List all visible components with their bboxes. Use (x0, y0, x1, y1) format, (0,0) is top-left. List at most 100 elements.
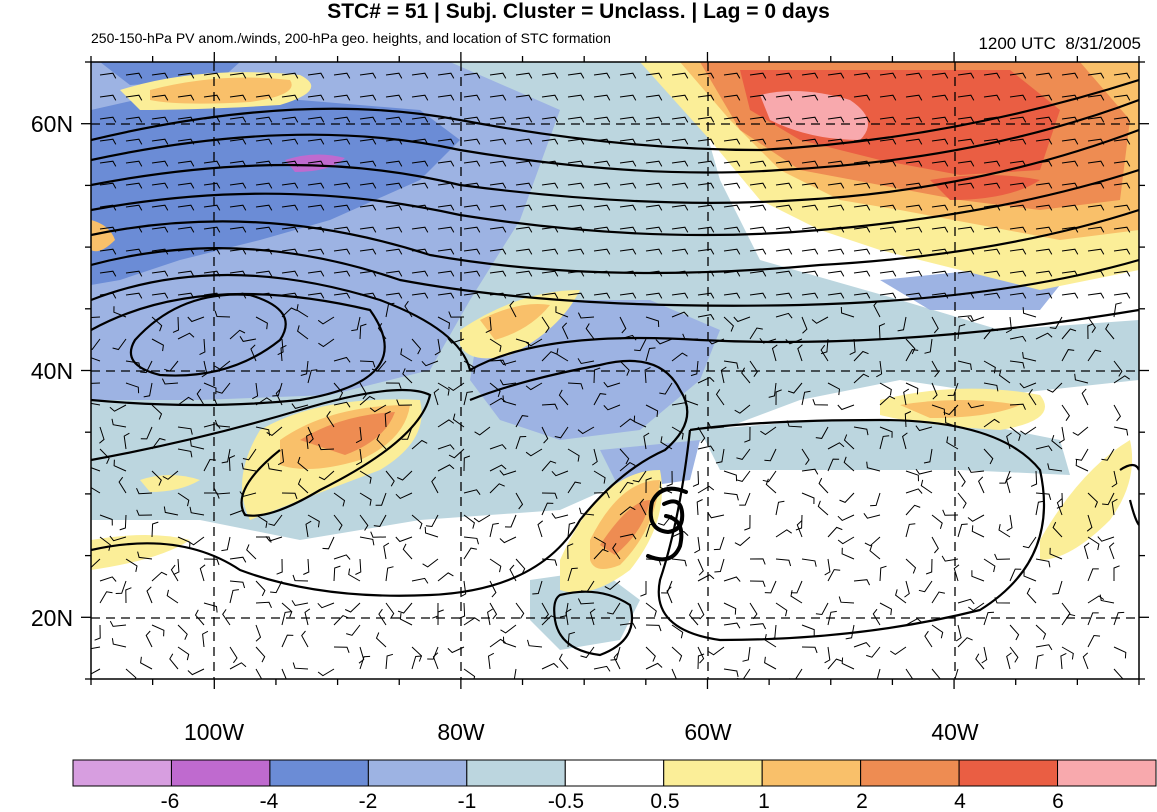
wind-barb (1009, 426, 1021, 441)
wind-barb (1023, 570, 1037, 582)
wind-barb (151, 338, 164, 352)
wind-barb (905, 226, 923, 233)
wind-barb (463, 547, 477, 560)
wind-barb (613, 652, 621, 670)
wind-barb (671, 624, 684, 639)
wind-barb (541, 403, 558, 410)
wind-barb (824, 558, 831, 576)
wind-barb (879, 565, 887, 582)
wind-barb (1009, 360, 1025, 369)
wind-barb (375, 492, 387, 506)
wind-barb (931, 204, 949, 211)
wind-barb (499, 470, 517, 476)
colorbar-swatch (958, 759, 1059, 787)
wind-barb (202, 630, 209, 648)
wind-barb (666, 470, 673, 487)
wind-barb (801, 390, 811, 406)
wind-barb (541, 316, 550, 334)
colorbar-swatch (564, 759, 665, 787)
wind-barb (593, 492, 610, 499)
wind-barb (333, 270, 351, 277)
wind-barb (109, 620, 127, 627)
wind-barb (671, 646, 683, 662)
wind-barb (125, 587, 132, 604)
wind-barb (351, 316, 361, 332)
wind-barb (151, 624, 165, 637)
wind-barb (744, 426, 751, 443)
wind-barb (515, 72, 533, 79)
wind-barb (931, 404, 946, 416)
wind-barb (872, 608, 881, 626)
wind-barb (541, 492, 558, 499)
wind-barb (348, 568, 361, 582)
wind-barb (499, 536, 517, 544)
geopotential-height-contours (91, 78, 1139, 657)
wind-barb (125, 204, 143, 211)
wind-barb (305, 520, 312, 538)
wind-barb (671, 311, 689, 318)
wind-barb (333, 204, 351, 211)
wind-barb (967, 402, 985, 409)
wind-barb (815, 602, 829, 616)
wind-barb (983, 72, 1001, 79)
colorbar-swatch (72, 759, 172, 787)
wind-barb (879, 270, 897, 277)
wind-barb (281, 602, 293, 618)
wind-barb (297, 456, 309, 472)
wind-barb (619, 506, 636, 516)
wind-barb (99, 248, 117, 255)
wind-barb (359, 72, 377, 79)
wind-barb (744, 514, 751, 531)
wind-barb (515, 226, 533, 233)
wind-barb (739, 492, 751, 506)
wind-barb (827, 270, 845, 277)
wind-barb (904, 411, 912, 428)
wind-barb (801, 116, 819, 123)
wind-barb (870, 492, 881, 507)
wind-barb (775, 389, 782, 406)
wind-barb (125, 668, 137, 679)
wind-barb (485, 316, 492, 334)
wind-barb (736, 448, 751, 460)
wind-barb (370, 531, 387, 538)
wind-barb (123, 432, 130, 450)
wind-barb (697, 426, 706, 444)
wind-barb (1061, 138, 1079, 145)
wind-barb (489, 382, 501, 398)
wind-barb (967, 466, 985, 473)
wind-barb (541, 116, 559, 123)
wind-barb (671, 352, 688, 362)
wind-barb (474, 426, 491, 436)
wind-barb (905, 668, 914, 679)
wind-barb (306, 432, 313, 450)
wind-barb (91, 357, 101, 362)
wind-barb (645, 116, 663, 123)
wind-barb (551, 513, 569, 519)
wind-barb (866, 461, 881, 472)
wind-barb (671, 558, 687, 567)
wind-barb (801, 316, 808, 334)
wind-barb (1052, 580, 1063, 595)
wind-barb (1087, 248, 1105, 255)
wind-barb (1113, 226, 1131, 233)
wind-barb (585, 323, 595, 340)
wind-barb (525, 448, 543, 457)
wind-barb (827, 204, 845, 211)
wind-barb (437, 382, 450, 396)
wind-barb (869, 544, 881, 560)
wind-barb (255, 646, 266, 663)
wind-barb (333, 248, 351, 255)
wind-barb (267, 462, 283, 472)
wind-barb (645, 160, 663, 167)
wind-barb (975, 653, 985, 670)
wind-barb (801, 94, 819, 101)
wind-barb (229, 204, 247, 211)
wind-barb (905, 504, 921, 516)
wind-barb (307, 514, 320, 528)
wind-barb (801, 204, 819, 211)
wind-barb (853, 579, 871, 586)
wind-barb (999, 470, 1011, 484)
wind-barb (666, 586, 673, 604)
wind-barb (749, 292, 767, 299)
wind-barb (879, 94, 897, 101)
